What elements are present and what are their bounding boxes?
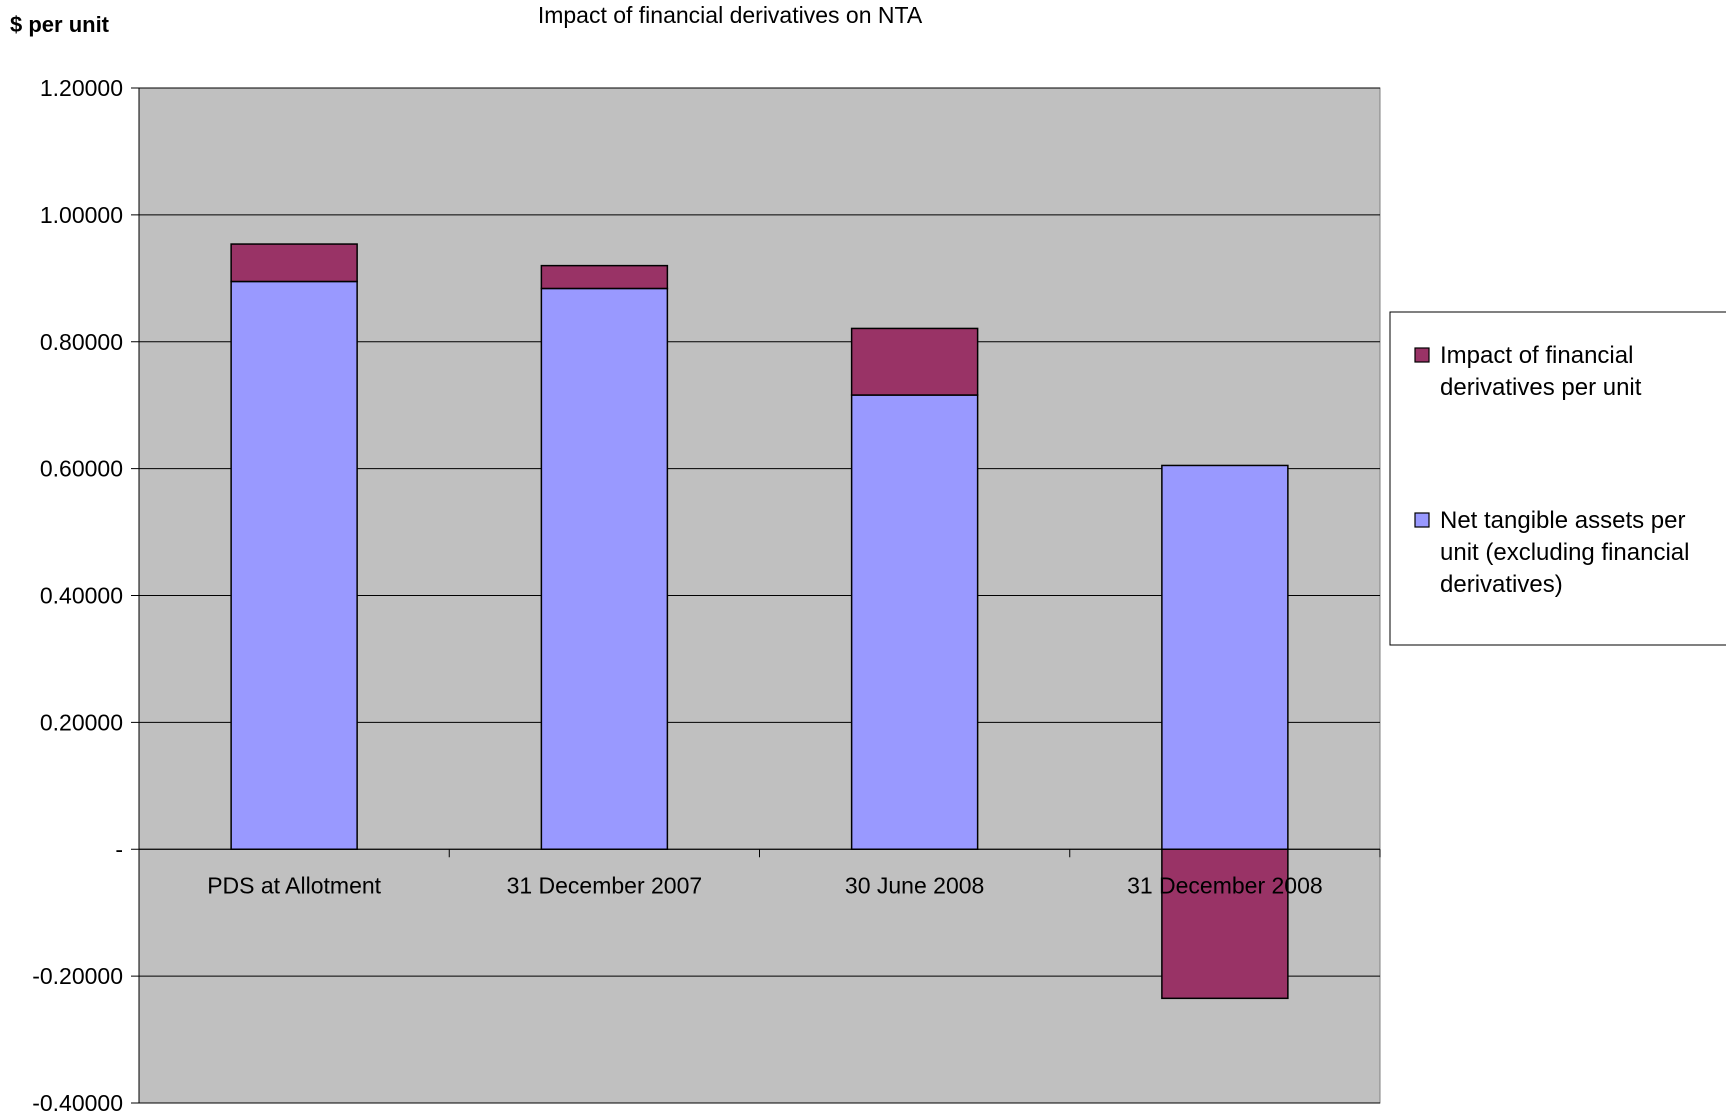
bar-segment [230, 280, 358, 850]
bar-segment [230, 243, 358, 283]
bars-layer [230, 243, 1289, 1000]
x-category-label: 30 June 2008 [845, 872, 984, 898]
y-tick-label: - [115, 836, 123, 862]
y-tick-label: 0.40000 [40, 583, 123, 609]
x-category-label: 31 December 2008 [1127, 872, 1323, 898]
legend-label: derivatives) [1440, 571, 1563, 598]
chart-title: Impact of financial derivatives on NTA [537, 2, 923, 28]
y-tick-label: 0.60000 [40, 456, 123, 482]
y-tick-label: 1.00000 [40, 202, 123, 228]
legend-label: unit (excluding financial [1440, 539, 1689, 566]
y-tick-label: 1.20000 [40, 75, 123, 101]
legend-swatch [1414, 512, 1430, 528]
axes-layer [131, 87, 1381, 1104]
bar-segment [850, 394, 979, 850]
bar-segment [850, 327, 979, 396]
x-category-label: 31 December 2007 [507, 872, 703, 898]
legend-label: Impact of financial [1440, 342, 1633, 369]
y-tick-label: -0.20000 [32, 963, 123, 989]
bar-segment [1161, 848, 1289, 1000]
legend-swatch [1414, 347, 1430, 363]
bar-segment [1161, 464, 1289, 850]
y-tick-label: -0.40000 [32, 1090, 123, 1114]
y-tick-label: 0.20000 [40, 709, 123, 735]
legend-label: Net tangible assets per [1440, 507, 1685, 534]
y-axis-unit-label: $ per unit [10, 12, 110, 37]
y-tick-label: 0.80000 [40, 329, 123, 355]
legend-label: derivatives per unit [1440, 374, 1642, 401]
bar-segment [540, 264, 669, 290]
bar-segment [540, 287, 669, 850]
labels-layer: 1.20000 1.00000 0.80000 0.60000 0.40000 0.200… [32, 75, 1323, 1114]
legend-box [1389, 311, 1726, 646]
x-category-label: PDS at Allotment [207, 872, 381, 898]
legend: Impact of financial derivatives per unit N… [1389, 311, 1726, 646]
